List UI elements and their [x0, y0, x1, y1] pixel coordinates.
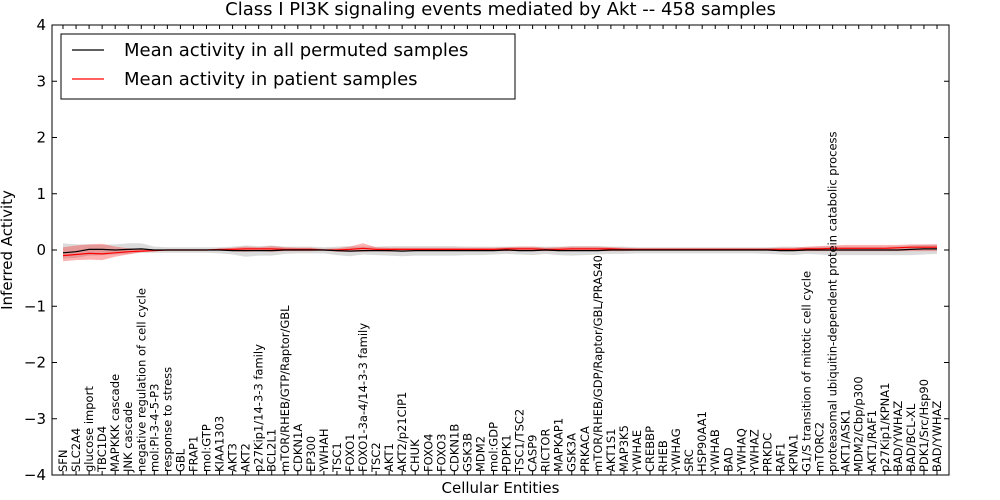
- x-tick-label: GBL: [173, 448, 187, 472]
- x-tick-label: YWHAQ: [734, 428, 748, 473]
- chart-title: Class I PI3K signaling events mediated b…: [225, 0, 776, 20]
- x-tick-label: EP300: [304, 436, 318, 472]
- x-tick-label: YWHAZ: [747, 429, 761, 473]
- y-tick-label: −2: [24, 354, 46, 372]
- x-tick-label: AKT3: [226, 443, 240, 472]
- x-tick-label: BAD/BCL-XL: [904, 403, 918, 472]
- x-tick-label: KPNA1: [787, 434, 801, 472]
- x-tick-label: CDKN1B: [447, 424, 461, 472]
- plot-frame: [51, 24, 950, 476]
- x-tick-labels: SFN SLC2A4 glucose import TBC1D4 MAPKKK casc…: [56, 25, 944, 475]
- x-tick-label: MDM2: [473, 436, 487, 472]
- legend-label: Mean activity in patient samples: [124, 69, 418, 90]
- x-tick-label: PDK1/Src/Hsp90: [917, 379, 931, 472]
- x-tick-label: TSC2: [369, 442, 383, 473]
- series-lines: [62, 246, 937, 257]
- x-tick-label: AKT2: [239, 443, 253, 472]
- x-tick-label: mTOR/RHEB/GDP/Raptor/GBL/PRAS40: [591, 255, 605, 472]
- y-tick-label: 1: [36, 185, 46, 203]
- x-tick-label: AKT1S1: [604, 429, 618, 472]
- x-axis-label: Cellular Entities: [442, 479, 560, 497]
- x-tick-label: YWHAH: [317, 428, 331, 473]
- x-tick-label: RHEB: [656, 440, 670, 472]
- x-tick-label: BAD/YWHAZ: [930, 401, 944, 472]
- x-tick-label: mTOR/RHEB/GTP/Raptor/GBL: [278, 305, 292, 472]
- x-tick-label: MAPKAP1: [552, 418, 566, 472]
- x-tick-label: MDM2/Cbp/p300: [852, 376, 866, 472]
- x-tick-label: PRKACA: [578, 426, 592, 472]
- x-tick-label: BCL2L1: [265, 429, 279, 472]
- x-tick-label: SFN: [56, 449, 70, 472]
- x-tick-label: FRAP1: [186, 436, 200, 472]
- x-tick-label: GSK3A: [565, 433, 579, 472]
- x-tick-label: TSC1/TSC2: [513, 409, 527, 473]
- x-tick-label: p27Kip1/14-3-3 family: [252, 344, 266, 472]
- x-tick-label: FOXO1-3a-4/14-3-3 family: [356, 323, 370, 472]
- x-tick-label: RICTOR: [539, 429, 553, 472]
- x-tick-label: G1/S transition of mitotic cell cycle: [800, 271, 814, 472]
- x-tick-label: AKT1: [382, 443, 396, 472]
- x-tick-label: TBC1D4: [95, 426, 109, 473]
- y-tick-label: 0: [36, 241, 46, 259]
- x-tick-label: CASP9: [526, 435, 540, 472]
- x-tick-label: AKT1/RAF1: [865, 410, 879, 472]
- y-tick-label: −3: [24, 410, 46, 428]
- y-tick-label: −1: [24, 297, 46, 315]
- x-tick-label: FOXO3: [434, 434, 448, 472]
- x-tick-label: negative regulation of cell cycle: [134, 288, 148, 472]
- legend-box: [60, 33, 516, 100]
- band-patient: [63, 243, 937, 262]
- x-tick-label: MAP3K5: [617, 425, 631, 472]
- x-tick-label: mol:PI-3-4-5-P3: [147, 384, 161, 472]
- x-tick-label: proteasomal ubiquitin-dependent protein …: [826, 131, 840, 472]
- x-tick-label: mol:GDP: [487, 422, 501, 472]
- confidence-bands: [63, 243, 937, 262]
- x-tick-label: mTORC2: [813, 422, 827, 472]
- x-tick-label: CDKN1A: [291, 424, 305, 472]
- x-tick-label: SRC: [682, 449, 696, 472]
- y-tick-label: −4: [24, 466, 46, 484]
- y-tick-label: 4: [36, 16, 46, 34]
- y-tick-label: 2: [36, 129, 46, 147]
- x-tick-label: p27Kip1/KPNA1: [878, 383, 892, 472]
- x-tick-label: BAD/YWHAZ: [891, 401, 905, 472]
- x-tick-label: TSC1: [330, 442, 344, 473]
- x-tick-label: YWHAB: [708, 429, 722, 473]
- x-tick-label: GSK3B: [460, 433, 474, 472]
- x-tick-label: YWHAG: [669, 428, 683, 473]
- x-tick-label: response to stress: [160, 367, 174, 472]
- legend: Mean activity in all permuted samples Mea…: [60, 33, 516, 100]
- x-tick-label: FOXO1: [343, 434, 357, 472]
- x-tick-label: SLC2A4: [69, 428, 83, 472]
- legend-label: Mean activity in all permuted samples: [124, 40, 468, 61]
- x-tick-label: mol:GTP: [200, 424, 214, 472]
- x-tick-label: AKT1/ASK1: [839, 409, 853, 472]
- x-tick-label: CHUK: [408, 439, 422, 472]
- x-tick-label: BAD: [721, 447, 735, 472]
- x-tick-label: glucose import: [82, 386, 96, 472]
- x-tick-label: AKT2/p21CIP1: [395, 392, 409, 472]
- x-tick-label: HSP90AA1: [695, 411, 709, 472]
- x-tick-label: FOXO4: [421, 434, 435, 472]
- x-tick-label: JNK cascade: [121, 402, 135, 473]
- y-tick-label: 3: [36, 72, 46, 90]
- x-tick-label: PDPK1: [500, 434, 514, 472]
- y-axis-label: Inferred Activity: [0, 190, 16, 310]
- x-tick-label: KIAA1303: [213, 416, 227, 472]
- x-tick-label: YWHAE: [630, 430, 644, 473]
- x-tick-label: MAPKKK cascade: [108, 374, 122, 472]
- x-tick-label: PRKDC: [760, 433, 774, 472]
- series-line-permuted: [62, 248, 937, 254]
- x-tick-label: RAF1: [774, 443, 788, 472]
- x-tick-label: CREBBP: [643, 426, 657, 472]
